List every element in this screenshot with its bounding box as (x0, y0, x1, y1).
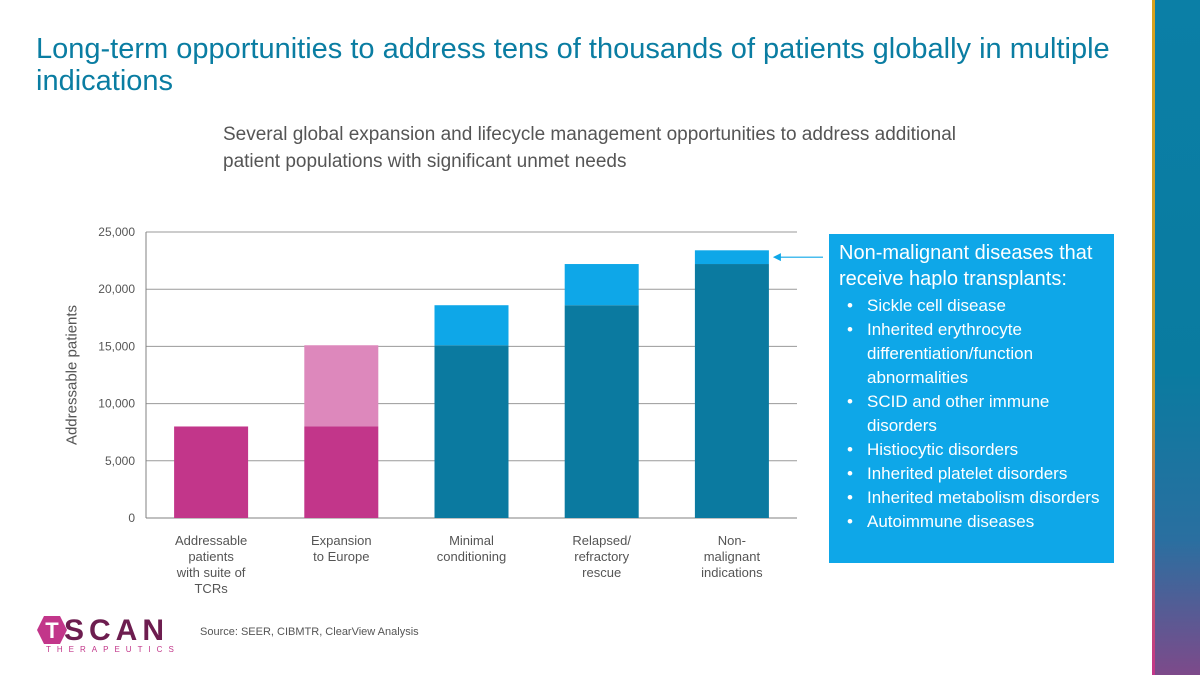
y-tick-label: 5,000 (105, 454, 135, 468)
callout-list: Sickle cell disease Inherited erythrocyt… (839, 294, 1114, 534)
y-tick-label: 20,000 (98, 282, 135, 296)
bar-segment (434, 305, 509, 346)
page-title: Long-term opportunities to address tens … (36, 33, 1110, 97)
bar-segment (564, 264, 639, 306)
bar-segment (304, 345, 379, 427)
sidebar-decoration (1152, 0, 1200, 675)
x-category-label: indications (701, 565, 763, 580)
callout-arrow-head-icon (772, 253, 781, 262)
callout-item: Histiocytic disorders (839, 438, 1114, 462)
callout-title: Non-malignant diseases that receive hapl… (839, 242, 1093, 290)
bar-segment (174, 426, 249, 518)
bar-segment (434, 345, 509, 518)
x-category-label: Minimal (449, 533, 494, 548)
callout-item: Inherited platelet disorders (839, 462, 1114, 486)
y-tick-label: 15,000 (98, 339, 135, 353)
callout-box: Non-malignant diseases that receive hapl… (829, 234, 1114, 563)
x-category-label: Non- (718, 533, 746, 548)
page-subtitle: Several global expansion and lifecycle m… (223, 124, 957, 172)
bar-segment (694, 264, 769, 518)
callout-item: Inherited erythrocyte differentiation/fu… (839, 318, 1114, 390)
x-category-label: Relapsed/ (572, 533, 631, 548)
source-note: Source: SEER, CIBMTR, ClearView Analysis (200, 626, 419, 638)
callout-item: Inherited metabolism disorders (839, 486, 1114, 510)
bar-segment (564, 305, 639, 518)
x-category-label: to Europe (313, 549, 369, 564)
y-tick-label: 25,000 (98, 225, 135, 239)
y-tick-label: 10,000 (98, 397, 135, 411)
x-category-label: with suite of (176, 565, 246, 580)
callout-item: Autoimmune diseases (839, 510, 1114, 534)
x-category-label: TCRs (194, 581, 228, 596)
sidebar-edge-stripe (1152, 0, 1155, 675)
y-tick-label: 0 (128, 511, 135, 525)
logo-wordmark: SCAN (64, 614, 170, 647)
x-category-label: Expansion (311, 533, 372, 548)
bar-segment (694, 250, 769, 265)
x-category-label: Addressable (175, 533, 247, 548)
x-category-label: malignant (704, 549, 761, 564)
x-category-label: refractory (574, 549, 629, 564)
x-category-label: conditioning (437, 549, 506, 564)
x-category-label: rescue (582, 565, 621, 580)
tscan-logo-icon: T (37, 616, 67, 644)
bar-segment (304, 426, 379, 518)
x-category-label: patients (188, 549, 234, 564)
callout-item: Sickle cell disease (839, 294, 1114, 318)
logo-letter: T (45, 618, 59, 643)
logo-subtitle: THERAPEUTICS (46, 645, 180, 654)
callout-item: SCID and other immune disorders (839, 390, 1114, 438)
